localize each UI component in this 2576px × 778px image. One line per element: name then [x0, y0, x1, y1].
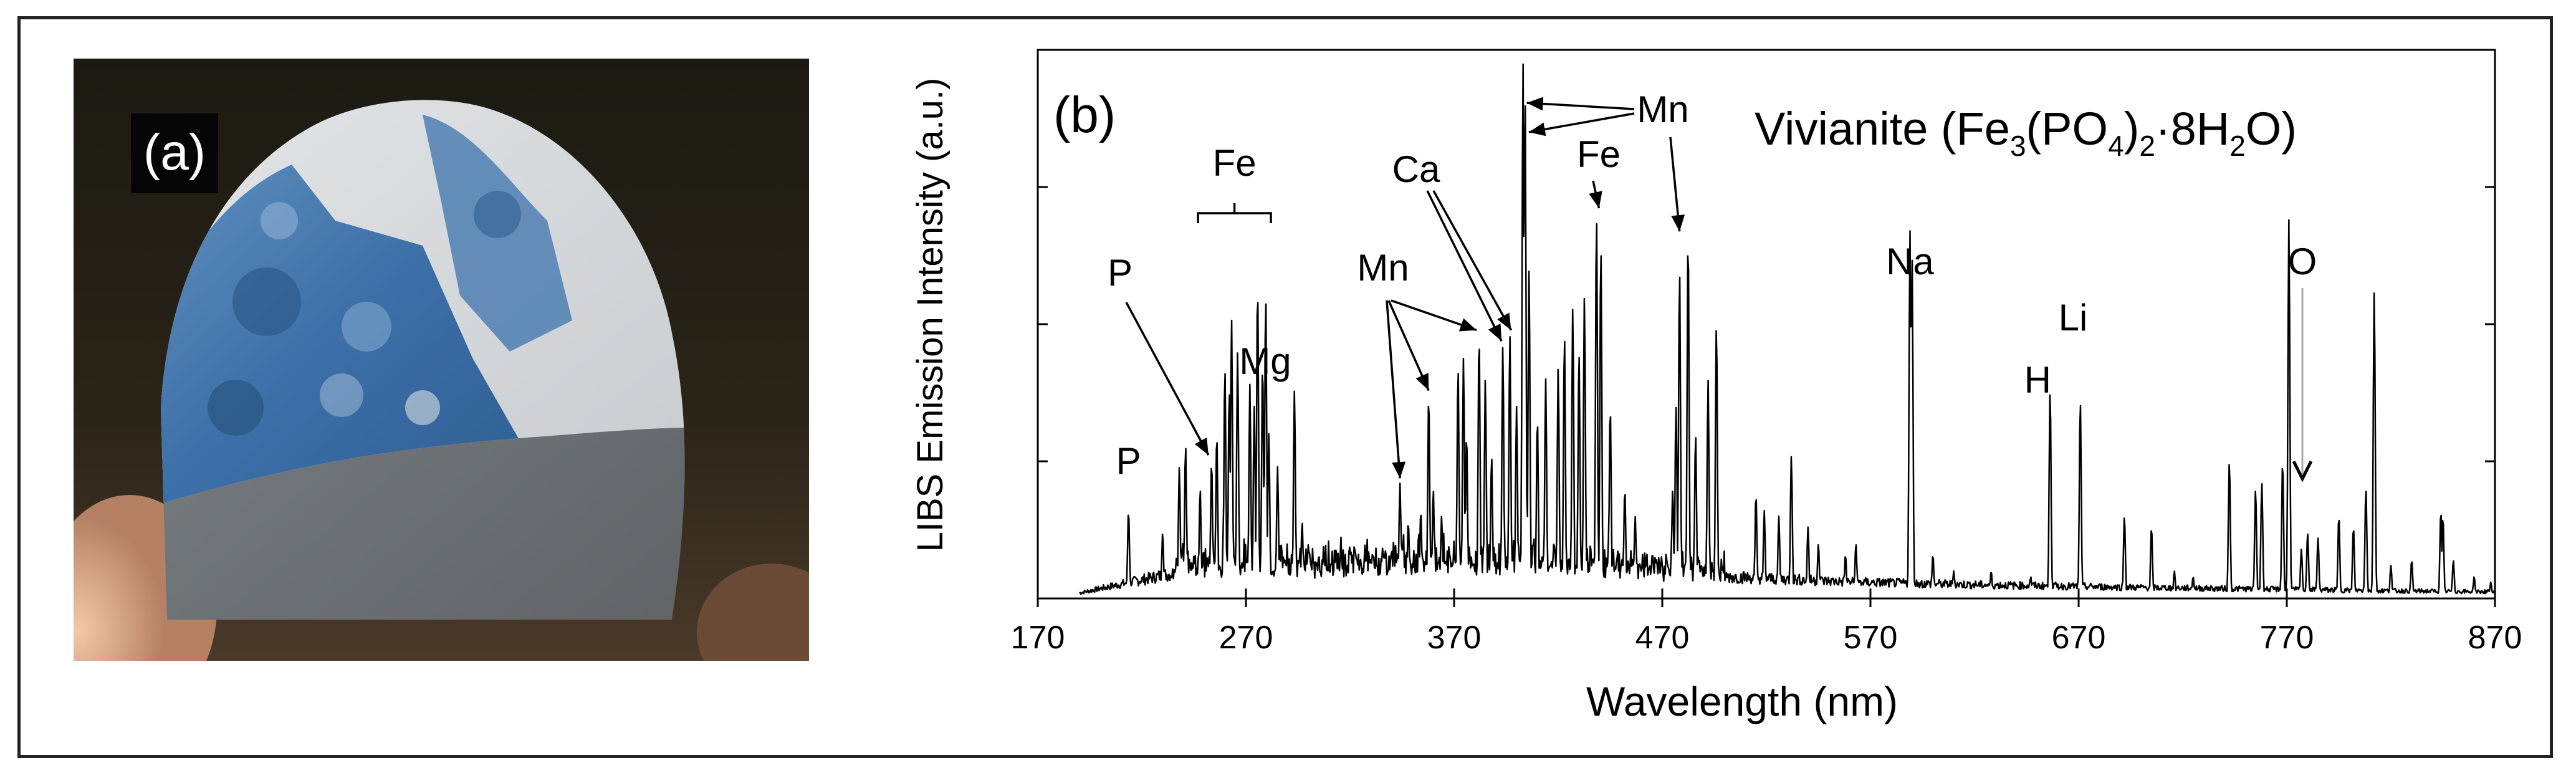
arrow-mn-1a-head	[1392, 461, 1406, 479]
title-subscript: 4	[2108, 130, 2124, 162]
annotation-p-2: P	[1108, 252, 1132, 294]
arrow-p-head	[1194, 437, 1209, 455]
fe-bracket	[1197, 203, 1272, 223]
x-tick-label: 470	[1635, 620, 1690, 656]
title-text: (PO	[2026, 103, 2109, 155]
title-subscript: 2	[2139, 130, 2155, 162]
x-tick-label: 670	[2052, 620, 2106, 656]
peak-annotations: P P Fe Mg Mn Ca Mn Fe Na HLi O	[1108, 89, 2317, 483]
x-tick-label: 370	[1427, 620, 1482, 656]
annotation-li: Li	[2059, 297, 2088, 339]
vivianite-photo: (a)	[74, 59, 809, 661]
title-subscript: 2	[2229, 130, 2246, 162]
title-text: ·8H	[2155, 103, 2229, 155]
chart-title: Vivianite (Fe3(PO4)2·8H2O)	[1755, 103, 2297, 162]
arrow-mn-2c-head	[1671, 214, 1685, 232]
arrow-ca-1-head	[1488, 324, 1502, 342]
annotation-na: Na	[1886, 241, 1934, 282]
annotation-mg: Mg	[1239, 340, 1291, 382]
series-line-spectrum	[1079, 63, 2496, 595]
arrow-mn-2b-head	[1528, 122, 1546, 137]
panel-a-label: (a)	[143, 124, 206, 181]
title-subscript: 3	[2010, 130, 2026, 162]
x-tick-label: 270	[1219, 620, 1273, 656]
arrow-ca-1	[1426, 190, 1503, 342]
x-axis-label: Wavelength (nm)	[1586, 678, 1898, 724]
arrow-p	[1125, 302, 1210, 456]
arrow-ca-2	[1432, 190, 1513, 331]
annotation-mn-2: Mn	[1637, 89, 1688, 130]
title-text: O)	[2246, 103, 2297, 155]
arrow-mn-1c-head	[1458, 318, 1477, 332]
arrow-mn-1a	[1386, 300, 1401, 479]
title-text: )	[2124, 103, 2140, 155]
arrow-mn-2b	[1528, 112, 1635, 133]
panel-b-label: (b)	[1053, 87, 1116, 143]
x-tick-label: 770	[2260, 620, 2314, 656]
annotation-p-1: P	[1116, 440, 1141, 482]
x-tick-label: 870	[2468, 620, 2522, 656]
arrow-o-head	[2292, 460, 2313, 483]
axis-ticks: 170 270 370 470 570 670 770 870	[1011, 186, 2522, 656]
x-tick-label: 170	[1011, 620, 1065, 656]
annotation-mn-1: Mn	[1357, 247, 1409, 289]
annotation-fe-bracket: Fe	[1213, 142, 1257, 184]
annotation-o: O	[2288, 241, 2317, 282]
arrow-mn-2a	[1526, 102, 1635, 110]
title-text: Vivianite (Fe	[1755, 103, 2010, 155]
arrow-mn-2a-head	[1526, 97, 1544, 111]
annotation-ca: Ca	[1392, 148, 1440, 190]
x-tick-label: 570	[1844, 620, 1898, 656]
annotation-h: H	[2024, 359, 2051, 401]
annotation-fe: Fe	[1577, 133, 1621, 175]
arrow-mn-1b	[1387, 300, 1430, 391]
arrow-ca-2-head	[1497, 312, 1511, 330]
arrow-mn-1b-head	[1415, 373, 1429, 391]
arrow-fe-head	[1589, 191, 1602, 208]
y-axis-label: LIBS Emission Intensity (a.u.)	[910, 78, 950, 552]
